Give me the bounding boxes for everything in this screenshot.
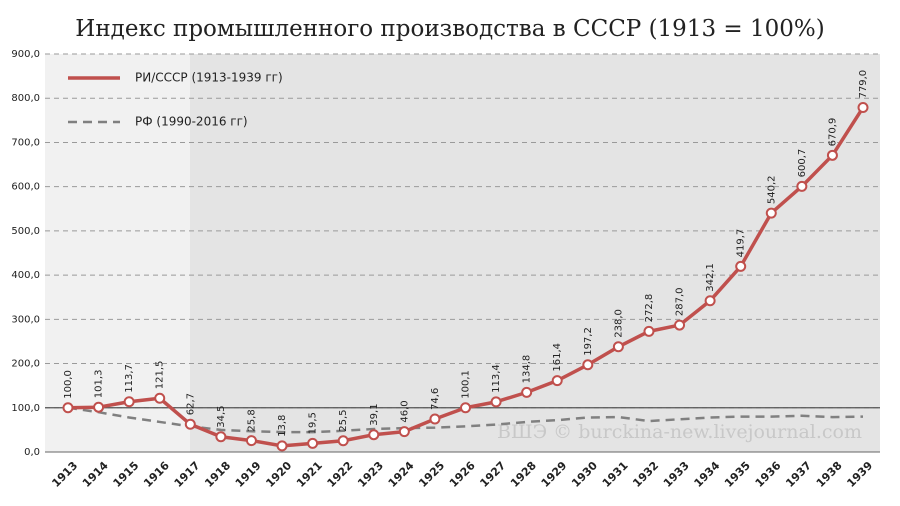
y-tick-label: 0,0 [24,447,40,458]
data-point [460,402,471,414]
y-tick-label: 700,0 [11,137,40,148]
x-tick-label: 1938 [814,459,845,490]
data-point [276,440,288,452]
data-label: 62,7 [185,393,196,415]
x-tick-label: 1922 [325,459,356,490]
data-point [123,396,135,408]
x-tick-label: 1913 [49,459,80,490]
data-label: 34,5 [216,405,227,427]
legend-label: РИ/СССР (1913-1939 гг) [135,71,283,85]
x-tick-label: 1920 [263,459,294,490]
data-point [735,260,747,272]
data-label: 419,7 [736,229,747,258]
y-tick-label: 500,0 [11,226,40,237]
data-point [857,102,869,114]
y-tick-label: 900,0 [11,49,40,60]
data-point [765,207,777,219]
data-label: 121,5 [155,361,166,390]
data-label: 100,1 [461,370,472,399]
data-point [398,426,410,438]
data-label: 272,8 [644,294,655,323]
x-tick-label: 1931 [600,459,631,490]
data-label: 13,8 [277,415,288,437]
data-point [368,429,380,441]
data-point [154,392,166,404]
data-point [215,431,227,443]
data-label: 39,1 [369,403,380,425]
data-point [245,435,257,447]
x-tick-label: 1935 [722,459,753,490]
data-label: 342,1 [705,263,716,292]
data-point [612,341,624,353]
y-tick-label: 300,0 [11,314,40,325]
x-tick-label: 1918 [202,459,233,490]
data-label: 100,0 [63,370,74,399]
x-tick-label: 1937 [783,459,814,490]
series-line [67,406,864,434]
x-tick-label: 1936 [753,459,784,490]
y-tick-label: 200,0 [11,359,40,370]
x-tick-label: 1916 [141,459,172,490]
x-tick-label: 1921 [294,459,325,490]
data-label: 670,9 [827,118,838,147]
data-label: 113,4 [491,364,502,393]
data-point [429,413,441,425]
data-label: 134,8 [522,355,533,384]
x-tick-label: 1914 [80,459,111,490]
data-point [582,359,594,371]
data-label: 287,0 [675,287,686,316]
data-point [337,435,349,447]
x-tick-label: 1927 [477,459,508,490]
data-point [521,386,533,398]
data-label: 540,2 [766,175,777,204]
data-label: 779,0 [858,70,869,99]
data-label: 197,2 [583,327,594,356]
x-tick-label: 1934 [692,459,723,490]
y-tick-label: 600,0 [11,182,40,193]
data-label: 74,6 [430,388,441,410]
x-tick-label: 1925 [416,459,447,490]
plot-area-shade [45,54,190,452]
data-point [826,149,838,161]
data-point [307,437,319,449]
x-tick-label: 1929 [539,459,570,490]
data-point [93,401,105,413]
x-tick-label: 1930 [569,459,600,490]
data-label: 25,5 [338,409,349,431]
data-point [62,402,74,414]
data-point [796,180,808,192]
x-tick-label: 1932 [630,459,661,490]
y-tick-label: 400,0 [11,270,40,281]
watermark: ВШЭ © burckina-new.livejournal.com [497,421,862,443]
data-label: 238,0 [613,309,624,338]
y-tick-label: 100,0 [11,403,40,414]
data-point [674,319,686,331]
x-tick-label: 1926 [447,459,478,490]
x-tick-label: 1915 [111,459,142,490]
x-tick-label: 1917 [172,459,203,490]
data-label: 113,7 [124,364,135,393]
data-label: 101,3 [94,370,105,399]
x-tick-label: 1923 [355,459,386,490]
data-point [704,295,716,307]
x-tick-label: 1924 [386,459,417,490]
legend-label: РФ (1990-2016 гг) [135,115,248,129]
y-tick-label: 800,0 [11,93,40,104]
data-point [643,325,655,337]
data-point [490,396,502,408]
data-point [551,375,563,387]
x-tick-label: 1919 [233,459,264,490]
data-label: 19,5 [308,412,319,434]
data-label: 161,4 [552,343,563,372]
data-label: 46,0 [399,400,410,422]
data-point [184,418,196,430]
x-tick-label: 1928 [508,459,539,490]
chart-title: Индекс промышленного производства в СССР… [75,16,824,42]
data-label: 600,7 [797,149,808,178]
x-tick-label: 1939 [844,459,875,490]
x-tick-label: 1933 [661,459,692,490]
data-label: 25,8 [246,409,257,431]
